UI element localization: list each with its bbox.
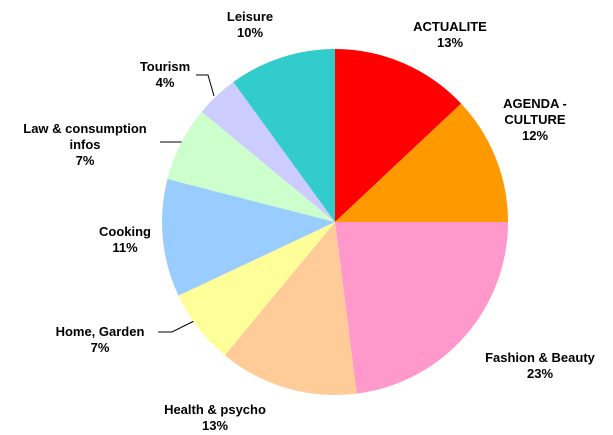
leader-line [196,74,215,97]
slice-label: Cooking 11% [75,224,175,256]
category-name: Fashion & Beauty [485,350,595,365]
category-name: Health & psycho [164,402,266,417]
percent-label: 23% [526,366,554,381]
slice-label: AGENDA - CULTURE 12% [490,96,580,144]
pie-slice [335,49,462,222]
pie-slice [335,103,508,222]
pie-slice [178,222,335,356]
slice-label: Tourism 4% [115,59,215,91]
percent-label: 10% [236,25,264,40]
slice-label: Health & psycho 13% [135,402,295,434]
percent-label: 11% [112,240,138,255]
percent-label: 7% [75,153,95,168]
pie-slice [167,111,335,222]
category-name: ACTUALITE [413,19,487,34]
slice-label: Fashion & Beauty 23% [460,350,613,382]
category-name: Cooking [99,224,151,239]
category-name: AGENDA - CULTURE [503,96,567,127]
pie-slice [201,82,335,222]
pie-slice [335,222,508,394]
category-name: Home, Garden [55,324,145,339]
slice-label: Home, Garden 7% [20,324,180,356]
pie-slice [224,222,357,395]
slice-label: ACTUALITE 13% [390,19,510,51]
slice-label: Law & consumption infos 7% [20,121,150,169]
percent-label: 13% [436,35,464,50]
pie-slice [233,49,335,222]
slice-label: Leisure 10% [200,9,300,41]
category-name: Tourism [139,59,191,74]
percent-label: 13% [201,418,229,433]
category-name: Law & consumption infos [23,121,147,152]
leader-line [158,319,197,333]
category-name: Leisure [226,9,274,24]
percent-label: 4% [155,75,175,90]
percent-label: 12% [521,128,549,143]
percent-label: 7% [90,340,110,355]
pie-slice [162,178,335,296]
